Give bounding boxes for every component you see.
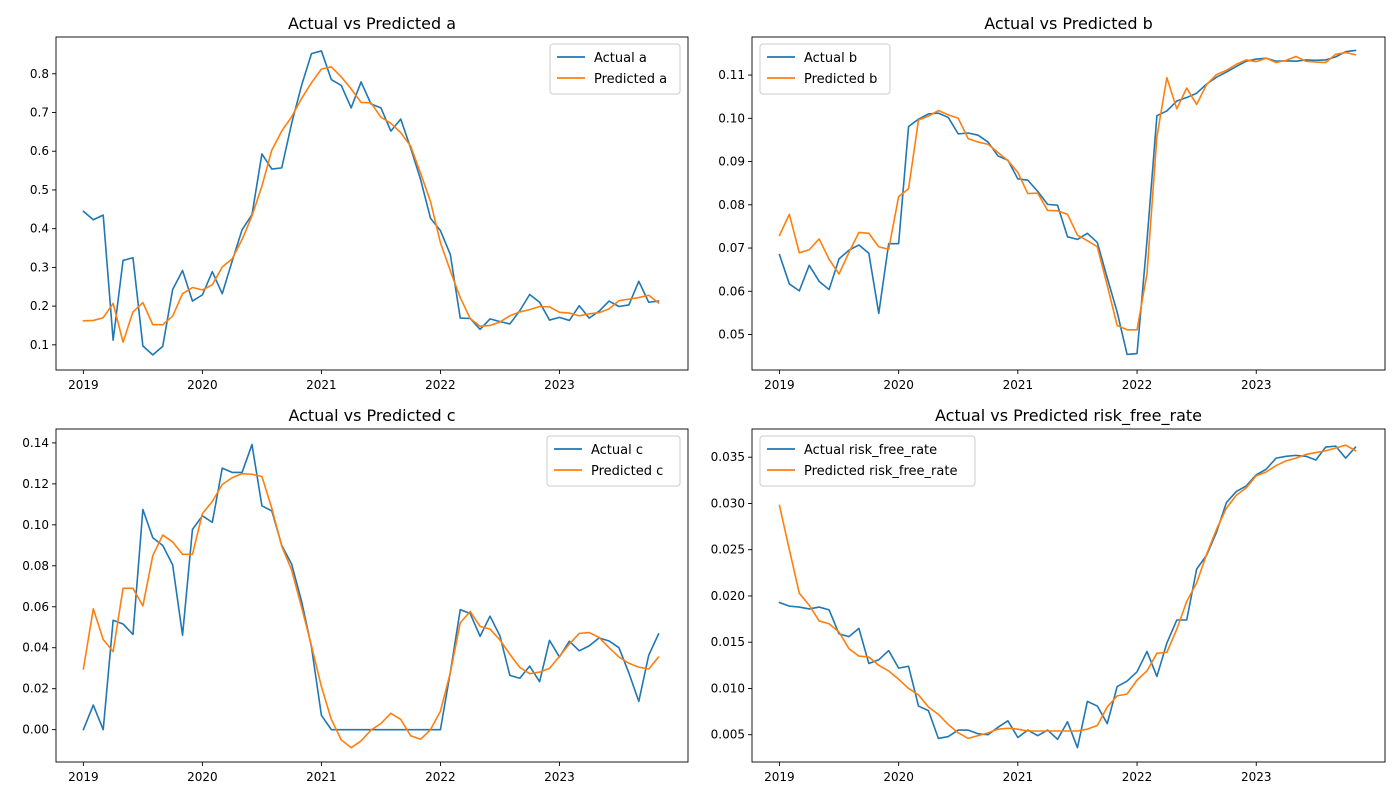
legend-entry: Actual a <box>594 51 647 66</box>
series-line-predicted <box>778 51 1357 331</box>
x-tick-label: 2020 <box>883 770 914 784</box>
series-line-actual <box>82 50 660 356</box>
x-tick-label: 2020 <box>187 770 218 784</box>
y-tick-label: 0.06 <box>22 600 49 614</box>
legend-entry: Predicted risk_free_rate <box>804 464 957 479</box>
y-tick-label: 0.07 <box>718 241 745 255</box>
subplot-3: Actual vs Predicted c 2019 2020 2021 2022 202… <box>22 406 689 784</box>
x-tick-label: 2019 <box>68 770 99 784</box>
y-tick-label: 0.14 <box>22 436 49 450</box>
y-tick-label: 0.4 <box>30 222 49 236</box>
y-tick-label: 0.030 <box>711 496 745 510</box>
y-tick-label: 0.8 <box>30 67 49 81</box>
legend-entry: Actual risk_free_rate <box>804 443 937 458</box>
y-tick-label: 0.035 <box>711 450 745 464</box>
y-tick-label: 0.2 <box>30 299 49 313</box>
legend-entry: Predicted a <box>594 72 667 87</box>
y-tick-label: 0.09 <box>718 155 745 169</box>
axes-frame <box>55 428 689 763</box>
y-tick-label: 0.010 <box>711 681 745 695</box>
subplot-title: Actual vs Predicted c <box>288 406 455 425</box>
subplot-title: Actual vs Predicted b <box>984 14 1152 33</box>
x-tick-label: 2022 <box>1122 770 1153 784</box>
y-tick-label: 0.3 <box>30 260 49 274</box>
series-line-predicted <box>82 66 660 343</box>
legend-entry: Actual c <box>591 443 643 458</box>
y-tick-label: 0.020 <box>711 589 745 603</box>
subplot-4: Actual vs Predicted risk_free_rate 2019 20… <box>711 406 1386 784</box>
legend-entry: Predicted c <box>591 464 663 479</box>
y-tick-label: 0.02 <box>22 682 49 696</box>
y-tick-label: 0.08 <box>718 198 745 212</box>
x-tick-label: 2019 <box>68 378 99 392</box>
y-tick-label: 0.1 <box>30 338 49 352</box>
legend: Actual c Predicted c <box>546 435 681 487</box>
subplot-1: Actual vs Predicted a 2019 2020 2021 2022 202… <box>30 14 689 392</box>
x-tick-label: 2023 <box>544 378 575 392</box>
y-tick-label: 0.04 <box>22 641 49 655</box>
y-tick-label: 0.10 <box>718 111 745 125</box>
y-tick-label: 0.025 <box>711 543 745 557</box>
series-line-predicted <box>778 444 1357 740</box>
y-tick-label: 0.10 <box>22 518 49 532</box>
x-tick-label: 2022 <box>1122 378 1153 392</box>
x-tick-label: 2023 <box>1241 770 1272 784</box>
axes-frame <box>751 36 1386 371</box>
x-tick-label: 2021 <box>1003 378 1034 392</box>
y-tick-label: 0.12 <box>22 477 49 491</box>
x-tick-label: 2019 <box>764 378 795 392</box>
x-tick-label: 2020 <box>883 378 914 392</box>
x-tick-label: 2023 <box>544 770 575 784</box>
y-tick-label: 0.015 <box>711 635 745 649</box>
y-tick-label: 0.5 <box>30 183 49 197</box>
x-tick-label: 2021 <box>306 378 337 392</box>
subplot-title: Actual vs Predicted risk_free_rate <box>935 406 1202 426</box>
x-tick-label: 2022 <box>425 770 456 784</box>
x-tick-label: 2022 <box>425 378 456 392</box>
series-line-predicted <box>82 472 660 749</box>
legend-box <box>759 435 976 487</box>
y-tick-label: 0.06 <box>718 284 745 298</box>
legend-entry: Predicted b <box>804 72 877 87</box>
x-tick-label: 2023 <box>1241 378 1272 392</box>
x-tick-label: 2020 <box>187 378 218 392</box>
axes-frame <box>55 36 689 371</box>
series-line-actual <box>778 49 1357 356</box>
y-tick-label: 0.6 <box>30 144 49 158</box>
y-tick-label: 0.08 <box>22 559 49 573</box>
subplot-2: Actual vs Predicted b 2019 2020 2021 2022 202… <box>718 14 1386 392</box>
series-line-actual <box>82 443 660 731</box>
legend: Actual b Predicted b <box>759 43 891 95</box>
y-tick-label: 0.11 <box>718 68 745 82</box>
axes-frame <box>751 428 1386 763</box>
legend-entry: Actual b <box>804 51 857 66</box>
y-tick-label: 0.05 <box>718 328 745 342</box>
y-tick-label: 0.005 <box>711 728 745 742</box>
series-line-actual <box>778 445 1357 749</box>
legend: Actual risk_free_rate Predicted risk_free… <box>759 435 976 487</box>
x-tick-label: 2021 <box>1003 770 1034 784</box>
x-tick-label: 2021 <box>306 770 337 784</box>
x-tick-label: 2019 <box>764 770 795 784</box>
y-tick-label: 0.7 <box>30 106 49 120</box>
subplot-title: Actual vs Predicted a <box>288 14 456 33</box>
y-tick-label: 0.00 <box>22 723 49 737</box>
legend: Actual a Predicted a <box>549 43 681 95</box>
